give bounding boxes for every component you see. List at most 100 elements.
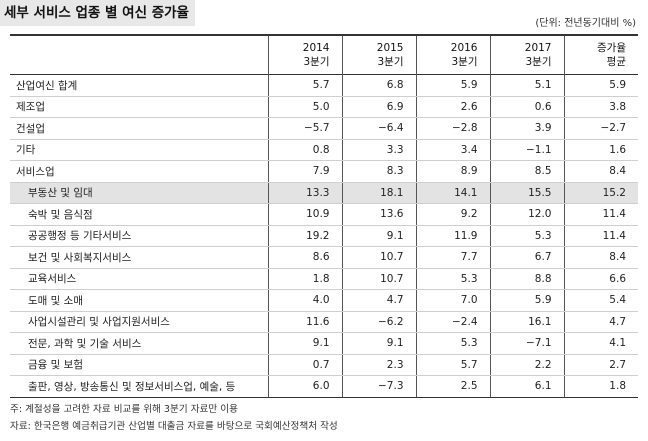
table-row: 제조업 5.0 6.9 2.6 0.6 3.8 [10,96,638,118]
cell-value: 10.7 [341,268,416,290]
header-year: 2017 [524,42,552,54]
cell-value: 3.3 [341,139,416,161]
cell-value: 7.7 [415,246,490,269]
cell-value: 0.8 [267,139,342,161]
cell-value: 19.2 [267,225,342,247]
row-label: 건설업 [10,117,268,140]
cell-value: −6.4 [341,117,416,140]
row-label: 서비스업 [10,160,268,183]
table-row: 도매 및 소매 4.0 4.7 7.0 5.9 5.4 [10,289,638,312]
row-label: 제조업 [10,96,268,118]
cell-value: 10.9 [267,203,342,226]
header-year: 2016 [450,42,478,54]
table-row: 전문, 과학 및 기술 서비스 9.1 9.1 5.3 −7.1 4.1 [10,332,638,355]
cell-value: 7.9 [267,160,342,183]
row-label: 부동산 및 임대 [10,182,268,204]
cell-value: 15.2 [563,182,638,204]
header-quarter: 3분기 [303,56,330,68]
cell-value: 4.0 [267,289,342,312]
table-row: 건설업 −5.7 −6.4 −2.8 3.9 −2.7 [10,117,638,140]
cell-value: 6.9 [341,96,416,118]
row-label: 교육서비스 [10,268,268,290]
header-quarter: 3분기 [451,56,478,68]
cell-value: 3.9 [489,117,564,140]
cell-value: 5.0 [267,96,342,118]
row-label: 보건 및 사회복지서비스 [10,246,268,269]
cell-value: 9.1 [267,332,342,355]
cell-value: 5.3 [415,268,490,290]
footnote-source: 자료: 한국은행 예금취급기관 산업별 대출금 자료를 바탕으로 국회예산정책처… [10,421,338,432]
table-row-highlighted: 부동산 및 임대 13.3 18.1 14.1 15.5 15.2 [10,182,638,204]
cell-value: −7.1 [489,332,564,355]
loan-growth-table: 2014 3분기 2015 3분기 2016 3분기 2017 3분기 증가율 평균 산업… [10,34,638,398]
cell-value: 5.9 [563,74,638,97]
cell-value: −2.4 [415,311,490,333]
cell-value: 16.1 [489,311,564,333]
cell-value: −2.7 [563,117,638,140]
cell-value: 8.3 [341,160,416,183]
cell-value: 0.7 [267,354,342,376]
cell-value: 2.2 [489,354,564,376]
header-col-2016: 2016 3분기 [415,35,490,75]
header-quarter: 3분기 [525,56,552,68]
table-row: 보건 및 사회복지서비스 8.6 10.7 7.7 6.7 8.4 [10,246,638,269]
table-row: 공공행정 등 기타서비스 19.2 9.1 11.9 5.3 11.4 [10,225,638,247]
cell-value: 12.0 [489,203,564,226]
cell-value: 1.8 [563,375,638,398]
cell-value: 18.1 [341,182,416,204]
header-quarter: 3분기 [377,56,404,68]
row-label: 도매 및 소매 [10,289,268,312]
row-label: 기타 [10,139,268,161]
cell-value: −2.8 [415,117,490,140]
cell-value: 5.3 [415,332,490,355]
cell-value: 5.4 [563,289,638,312]
row-label: 금융 및 보험 [10,354,268,376]
cell-value: 6.1 [489,375,564,398]
row-label: 숙박 및 음식점 [10,203,268,226]
cell-value: 9.2 [415,203,490,226]
header-col-2017: 2017 3분기 [489,35,564,75]
row-label: 사업시설관리 및 사업지원서비스 [10,311,268,333]
table-row: 교육서비스 1.8 10.7 5.3 8.8 6.6 [10,268,638,290]
header-average-line2: 평균 [606,56,626,68]
cell-value: 13.6 [341,203,416,226]
cell-value: 8.9 [415,160,490,183]
header-year: 2014 [302,42,330,54]
cell-value: 11.6 [267,311,342,333]
cell-value: 8.5 [489,160,564,183]
cell-value: 1.8 [267,268,342,290]
cell-value: 8.4 [563,160,638,183]
table-row: 금융 및 보험 0.7 2.3 5.7 2.2 2.7 [10,354,638,376]
cell-value: 8.8 [489,268,564,290]
header-col-2014: 2014 3분기 [267,35,342,75]
cell-value: 11.4 [563,225,638,247]
table-header-row: 2014 3분기 2015 3분기 2016 3분기 2017 3분기 증가율 평균 [10,35,638,75]
cell-value: 5.9 [415,74,490,97]
cell-value: 11.4 [563,203,638,226]
table-row: 숙박 및 음식점 10.9 13.6 9.2 12.0 11.4 [10,203,638,226]
header-average-line1: 증가율 [597,42,626,54]
cell-value: 15.5 [489,182,564,204]
cell-value: 6.7 [489,246,564,269]
cell-value: 0.6 [489,96,564,118]
cell-value: 2.3 [341,354,416,376]
row-label: 전문, 과학 및 기술 서비스 [10,332,268,355]
cell-value: 14.1 [415,182,490,204]
cell-value: 2.6 [415,96,490,118]
footnotes: 주: 계절성을 고려한 자료 비교를 위해 3분기 자료만 이용 자료: 한국은… [10,401,338,435]
cell-value: 6.0 [267,375,342,398]
cell-value: 5.7 [267,74,342,97]
cell-value: −6.2 [341,311,416,333]
cell-value: 5.9 [489,289,564,312]
cell-value: 1.6 [563,139,638,161]
cell-value: 6.8 [341,74,416,97]
cell-value: 9.1 [341,332,416,355]
table-row: 서비스업 7.9 8.3 8.9 8.5 8.4 [10,160,638,183]
unit-label: (단위: 전년동기대비 %) [535,18,636,29]
cell-value: 9.1 [341,225,416,247]
table-title: 세부 서비스 업종 별 여신 증가율 [0,0,195,26]
cell-value: 6.6 [563,268,638,290]
cell-value: 13.3 [267,182,342,204]
cell-value: 7.0 [415,289,490,312]
